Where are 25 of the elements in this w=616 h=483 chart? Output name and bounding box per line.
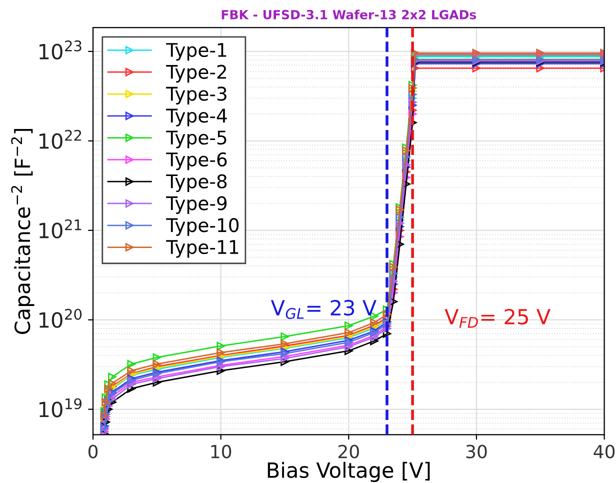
legend-label: Type-4: [166, 108, 227, 126]
legend-label: Type-11: [166, 240, 238, 258]
chart-title: FBK - UFSD-3.1 Wafer-13 2x2 LGADs: [222, 10, 476, 20]
y-axis-title: Capacitance$^{−2}$ [F$^{−2}$]: [11, 128, 34, 334]
y-tick-label: 10$^{19}$: [40, 398, 82, 418]
y-tick-label: 10$^{22}$: [40, 130, 82, 149]
legend-label: Type-3: [166, 86, 226, 104]
legend-label: Type-6: [166, 152, 227, 170]
y-tick-label: 10$^{23}$: [40, 40, 82, 60]
legend-label: Type-8: [166, 174, 227, 192]
x-tick-label: 10: [211, 444, 232, 458]
legend-label: Type-2: [166, 64, 226, 83]
x-tick-label: 20: [338, 444, 359, 458]
x-tick-label: 0: [88, 444, 98, 458]
x-tick-label: 40: [594, 444, 615, 458]
legend-label: Type-9: [166, 196, 227, 214]
legend-label: Type-1: [166, 43, 226, 61]
x-axis-title: Bias Voltage [V]: [268, 462, 430, 482]
ref-line-label: V$_{GL}$= 23 V: [270, 300, 376, 319]
y-tick-label: 10$^{21}$: [40, 219, 82, 238]
legend-label: Type-5: [166, 130, 226, 148]
y-tick-label: 10$^{20}$: [40, 308, 82, 328]
x-tick-label: 30: [466, 444, 487, 458]
ref-line-label: V$_{FD}$= 25 V: [444, 308, 550, 328]
legend-label: Type-10: [166, 218, 239, 236]
